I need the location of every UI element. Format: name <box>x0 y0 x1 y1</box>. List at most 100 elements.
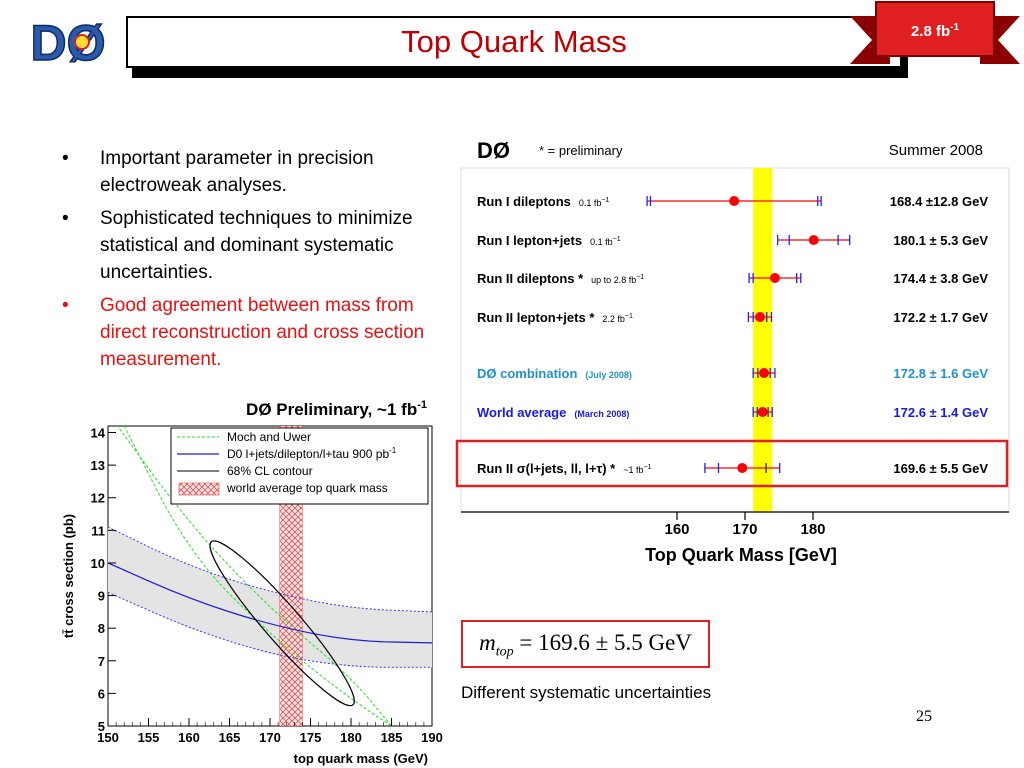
measurement-luminosity: up to 2.8 fb−1 <box>591 274 644 285</box>
d0-uncertainty-band <box>108 527 432 668</box>
x-tick-label: 170 <box>732 521 757 538</box>
measurement-result: 172.6 ± 1.4 GeV <box>893 405 988 420</box>
y-tick-label: 10 <box>91 556 105 571</box>
measurement-label: DØ combination <box>477 366 577 381</box>
x-axis-ticks: 160 170 180 <box>664 512 826 538</box>
bullet-text: Important parameter in precision electro… <box>100 148 374 196</box>
measurement-label: Run II σ(l+jets, ll, l+τ) * <box>477 461 616 476</box>
cross-section-chart: DØ Preliminary, ~1 fb-1 150 155 160 165 170 1… <box>61 399 443 766</box>
chart-note: * = preliminary <box>539 143 623 158</box>
measurement-label: Run I dileptons <box>477 194 571 209</box>
measurement-luminosity: 0.1 fb−1 <box>590 236 621 247</box>
dzero-logo: DØ <box>30 14 107 70</box>
bullet-dot: • <box>62 208 69 229</box>
measurement-luminosity: ~1 fb−1 <box>623 464 651 475</box>
x-tick-label: 185 <box>381 730 403 745</box>
measurement-luminosity: (March 2008) <box>574 409 629 419</box>
logo-burst-icon <box>74 34 90 50</box>
legend-label: D0 l+jets/dilepton/l+tau 900 pb <box>227 447 389 461</box>
series-line <box>108 562 432 644</box>
luminosity-text: 0.1 fb <box>579 198 602 208</box>
series-line <box>123 426 393 726</box>
chart-title: DØ Preliminary, ~1 fb-1 <box>246 399 427 419</box>
luminosity-text: 0.1 fb <box>590 237 613 247</box>
measurement-luminosity: 0.1 fb−1 <box>579 197 610 208</box>
luminosity-exponent: −1 <box>644 464 652 471</box>
x-tick-label: 155 <box>138 730 160 745</box>
result-formula-box <box>461 620 710 668</box>
luminosity-exponent: −1 <box>636 274 644 281</box>
axes: 150 155 160 165 170 175 180 185 190 5 6 7 8 9 10 11 12 13… <box>91 426 443 745</box>
bullet-text: Sophisticated techniques to minimize sta… <box>100 208 413 283</box>
highlight-box <box>455 439 1009 488</box>
chart-title-exponent: -1 <box>417 399 427 411</box>
chart-header-left: DØ <box>477 138 510 163</box>
mass-summary-chart: DØ * = preliminary Summer 2008 160 170 180… <box>455 138 1010 565</box>
luminosity-exponent: −1 <box>601 197 609 204</box>
x-axis-label: top quark mass (GeV) <box>294 751 428 766</box>
y-axis-label: tt̄ cross section (pb) <box>61 514 76 638</box>
measurement-result: 174.4 ± 3.8 GeV <box>893 271 988 286</box>
y-tick-label: 11 <box>91 523 105 538</box>
measurement-rows: Run I dileptons 0.1 fb−1 168.4 ±12.8 GeVRu… <box>477 194 988 476</box>
luminosity-exponent: -1 <box>950 22 960 33</box>
measurement-result: 172.8 ± 1.6 GeV <box>893 366 988 381</box>
measurement-point <box>769 273 780 283</box>
x-tick-label: 160 <box>178 730 200 745</box>
legend: Moch and Uwer D0 l+jets/dilepton/l+tau 9… <box>170 427 429 505</box>
measurement-label: Run II lepton+jets * <box>477 310 595 325</box>
title-box <box>126 16 902 68</box>
formula-subscript: top <box>495 644 514 660</box>
series-line <box>108 591 432 668</box>
x-tick-label: 160 <box>664 521 689 538</box>
measurement-luminosity: 2.2 fb−1 <box>602 313 633 324</box>
x-tick-label: 180 <box>800 521 825 538</box>
bullet-dot: • <box>62 295 69 316</box>
measurement-label: World average <box>477 405 566 420</box>
bullet-dot: • <box>62 148 69 169</box>
series-line <box>108 526 432 613</box>
measurement-label: Run II dileptons * <box>477 271 584 286</box>
cl-contour <box>209 540 355 707</box>
x-tick-label: 180 <box>340 730 362 745</box>
measurement-result: 180.1 ± 5.3 GeV <box>893 233 988 248</box>
series-line <box>116 426 392 726</box>
luminosity-text: up to 2.8 fb <box>591 275 636 285</box>
result-formula: mtop = 169.6 ± 5.5 GeV <box>461 620 710 668</box>
logo-text: DØ <box>31 15 106 70</box>
luminosity-value: 2.8 fb <box>910 23 951 40</box>
page-number: 25 <box>916 708 932 725</box>
bullet-list: • Important parameter in precision electr… <box>58 145 443 379</box>
chart-header-right: Summer 2008 <box>889 142 983 159</box>
bullet-text: Good agreement between mass from direct … <box>100 295 425 370</box>
measurement-result: 172.2 ± 1.7 GeV <box>893 310 988 325</box>
legend-item: 68% CL contour <box>227 464 313 478</box>
measurement-point <box>757 407 768 417</box>
measurement-result: 168.4 ±12.8 GeV <box>890 194 989 209</box>
curves <box>108 426 432 726</box>
measurement-point <box>737 463 748 473</box>
formula-symbol: m <box>479 630 496 655</box>
y-tick-label: 14 <box>91 426 106 441</box>
legend-item: D0 l+jets/dilepton/l+tau 900 pb-1 <box>227 446 397 461</box>
bullet-item: • Important parameter in precision electr… <box>58 145 443 199</box>
x-tick-label: 165 <box>219 730 241 745</box>
x-tick-label: 190 <box>421 730 443 745</box>
caption: Different systematic uncertainties <box>461 683 712 702</box>
luminosity-text: ~1 fb <box>623 465 643 475</box>
luminosity-banner <box>850 1 1020 64</box>
y-tick-label: 12 <box>91 491 105 506</box>
luminosity-text: (March 2008) <box>574 409 629 419</box>
luminosity-exponent: −1 <box>613 236 621 243</box>
measurement-point <box>808 235 819 245</box>
y-tick-label: 9 <box>98 589 105 604</box>
slide-title: Top Quark Mass <box>401 24 627 59</box>
y-tick-label: 8 <box>98 621 105 636</box>
world-average-band <box>753 168 773 512</box>
legend-swatch <box>178 482 220 496</box>
bullet-item: • Sophisticated techniques to minimize st… <box>58 205 443 286</box>
measurement-point <box>759 368 770 378</box>
legend-item: Moch and Uwer <box>227 430 311 444</box>
bullet-item: • Good agreement between mass from direct… <box>58 292 443 373</box>
luminosity-text: 2.2 fb <box>602 314 625 324</box>
